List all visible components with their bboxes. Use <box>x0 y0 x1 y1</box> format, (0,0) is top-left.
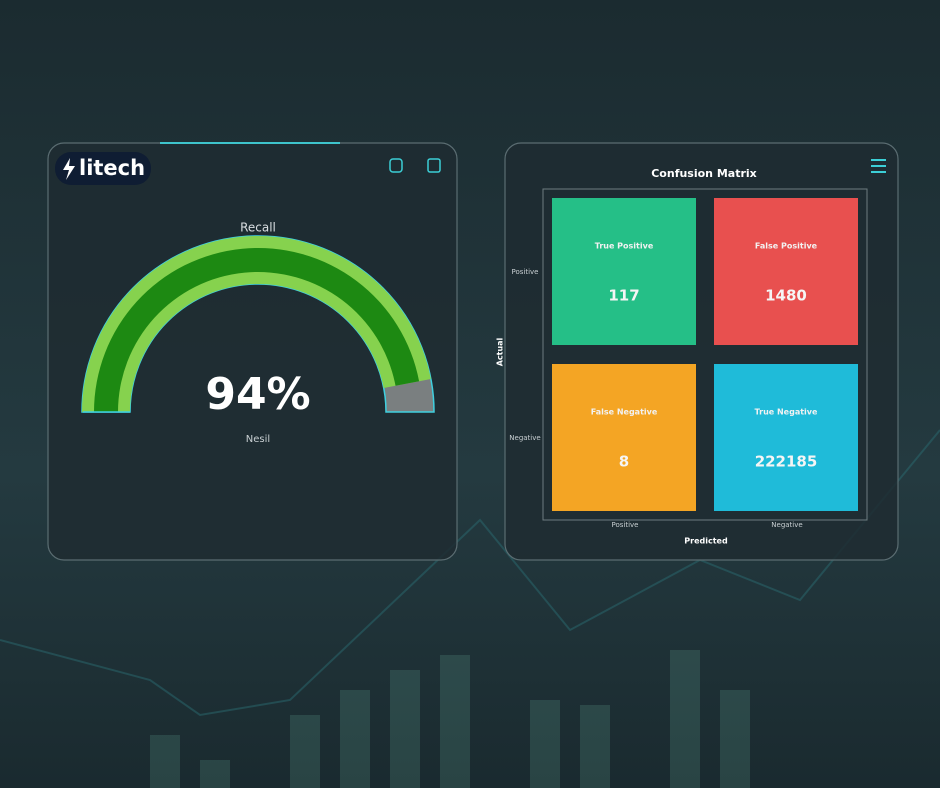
y-category: Negative <box>509 434 540 442</box>
cell-label: False Negative <box>591 408 658 417</box>
brand: litech <box>79 156 145 180</box>
gauge-value: 94% <box>205 369 310 420</box>
cell-label: True Positive <box>595 242 654 251</box>
cell-value: 117 <box>608 287 639 305</box>
cell-value: 222185 <box>755 453 818 471</box>
upload-icon[interactable] <box>389 158 403 173</box>
menu-icon[interactable] <box>871 159 886 173</box>
matrix-cell <box>714 198 858 345</box>
matrix-title: Confusion Matrix <box>651 167 757 180</box>
logo-icon <box>63 158 75 180</box>
gauge-title: Recall <box>240 221 276 235</box>
x-axis-label: Predicted <box>684 537 728 546</box>
matrix-cell <box>714 364 858 511</box>
cell-label: True Negative <box>755 408 818 417</box>
gauge-value-inner <box>94 247 420 412</box>
cell-value: 8 <box>619 453 629 471</box>
matrix-cell <box>552 364 696 511</box>
gauge-subtitle: Nesil <box>246 434 270 445</box>
x-category: Positive <box>612 521 639 529</box>
cell-label: False Positive <box>755 242 818 251</box>
x-category: Negative <box>771 521 802 529</box>
matrix-frame <box>542 188 868 521</box>
logo[interactable] <box>55 152 151 185</box>
background-line <box>0 429 940 717</box>
y-axis-label: Actual <box>496 337 505 366</box>
background-bars <box>150 650 750 788</box>
cell-value: 1480 <box>765 287 807 305</box>
export-icon[interactable] <box>427 158 441 173</box>
matrix-cell <box>552 198 696 345</box>
y-category: Positive <box>512 268 539 276</box>
